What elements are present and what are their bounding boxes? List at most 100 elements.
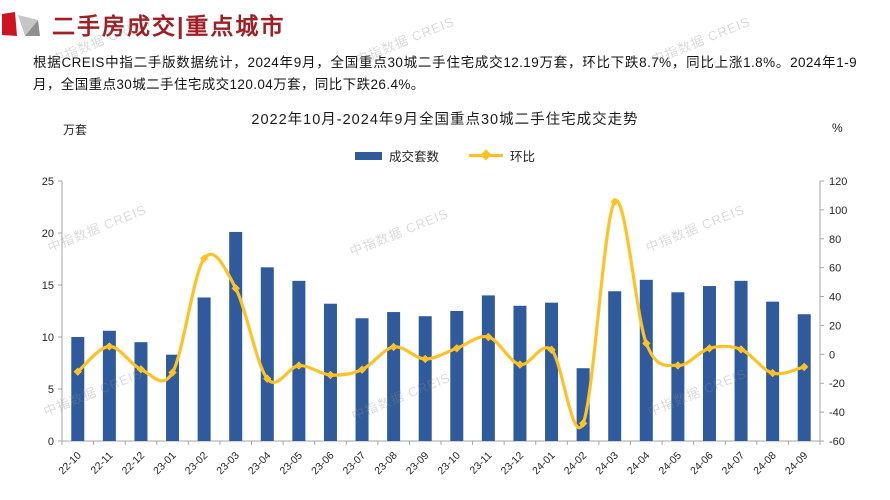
line-series [76,199,806,429]
bar-23-09 [418,316,432,441]
svg-text:24-03: 24-03 [593,450,621,478]
bar-24-06 [702,286,716,441]
svg-text:120: 120 [829,176,847,188]
svg-text:22-12: 22-12 [120,450,148,478]
svg-text:22-10: 22-10 [56,450,84,478]
brand-logo-icon [2,12,40,36]
bar-23-05 [292,280,306,441]
bar-23-08 [387,312,401,441]
bar-22-10 [71,337,85,441]
line-markers [73,197,809,428]
page-title: 二手房成交|重点城市 [52,13,286,39]
bar-series-swatch-icon [354,151,382,160]
svg-text:24-02: 24-02 [562,450,590,478]
x-axis-ticks [61,441,821,445]
svg-text:24-07: 24-07 [720,450,748,478]
bar-22-11 [102,330,116,441]
marker-23-05 [294,361,304,370]
left-axis-unit-label: 万套 [63,123,88,137]
bar-23-11 [481,295,495,441]
bar-24-09 [797,314,811,441]
svg-text:23-06: 23-06 [309,450,337,478]
marker-24-04 [642,339,651,348]
right-axis-ticks: -60 -40 -20 0 20 40 60 80 100 120 [820,176,847,448]
marker-24-09 [800,362,809,372]
legend-label-line: 环比 [510,150,536,164]
marker-22-12 [136,365,146,374]
svg-text:0: 0 [48,436,54,448]
marker-23-04 [263,374,272,383]
line-series-swatch-icon [469,154,503,157]
svg-text:23-07: 23-07 [341,450,369,478]
marker-23-02 [199,254,209,263]
svg-text:23-05: 23-05 [278,450,306,478]
bar-24-01 [545,302,559,441]
marker-23-12 [515,360,525,369]
header: 二手房成交|重点城市 [2,7,285,41]
svg-text:22-11: 22-11 [89,450,116,477]
svg-text:0: 0 [829,349,835,361]
svg-text:23-09: 23-09 [404,450,432,478]
marker-24-05 [673,361,683,370]
marker-23-11 [484,332,493,342]
bar-23-03 [229,231,243,441]
svg-text:23-11: 23-11 [468,450,495,477]
legend-label-bar: 成交套数 [388,150,439,164]
marker-23-06 [326,370,335,380]
marker-23-03 [231,284,240,293]
svg-text:60: 60 [829,263,841,275]
left-axis-ticks: 0 5 10 15 20 25 [42,176,62,448]
bar-23-07 [355,318,369,441]
marker-23-10 [452,344,461,353]
svg-text:80: 80 [829,234,841,246]
bar-23-10 [450,311,464,441]
bar-23-04 [260,267,274,441]
marker-23-09 [421,354,430,364]
right-axis-unit-label: % [832,121,843,135]
summary-text: 根据CREIS中指二手版数据统计，2024年9月，全国重点30城二手住宅成交12… [33,55,857,92]
marker-23-07 [357,365,367,374]
marker-24-01 [547,345,556,355]
svg-text:23-04: 23-04 [246,450,274,478]
marker-24-07 [736,345,746,354]
marker-24-06 [705,344,714,353]
svg-text:24-01: 24-01 [530,450,558,478]
svg-text:15: 15 [42,280,54,292]
svg-text:23-01: 23-01 [151,450,179,478]
svg-text:24-04: 24-04 [625,450,653,478]
chart-legend: 成交套数 环比 [0,146,890,165]
svg-text:20: 20 [829,320,841,332]
svg-text:-60: -60 [829,436,845,448]
svg-text:40: 40 [829,292,841,304]
marker-23-01 [168,368,177,377]
marker-23-08 [389,342,398,352]
svg-text:100: 100 [829,205,847,217]
marker-24-02 [578,419,588,428]
svg-text:23-08: 23-08 [372,450,400,478]
legend-item-line: 环比 [469,146,535,165]
marker-22-10 [73,367,82,376]
svg-text:-40: -40 [829,407,845,419]
bar-24-04 [639,279,653,441]
svg-text:23-12: 23-12 [499,450,527,478]
bar-23-12 [513,305,527,441]
marker-24-03 [610,197,619,206]
svg-text:5: 5 [48,384,54,396]
svg-text:-20: -20 [829,378,845,390]
marker-24-08 [768,368,777,378]
svg-text:24-06: 24-06 [688,450,716,478]
svg-text:24-05: 24-05 [657,450,685,478]
svg-text:24-08: 24-08 [751,450,779,478]
svg-text:23-10: 23-10 [435,450,463,478]
svg-text:24-09: 24-09 [783,450,811,478]
svg-text:20: 20 [42,228,54,240]
svg-text:23-03: 23-03 [214,450,242,478]
bar-23-01 [166,354,180,441]
bar-series [71,231,811,441]
bar-23-02 [197,297,211,441]
bar-24-07 [734,280,748,441]
legend-item-bar: 成交套数 [354,146,439,165]
svg-text:25: 25 [42,176,54,188]
